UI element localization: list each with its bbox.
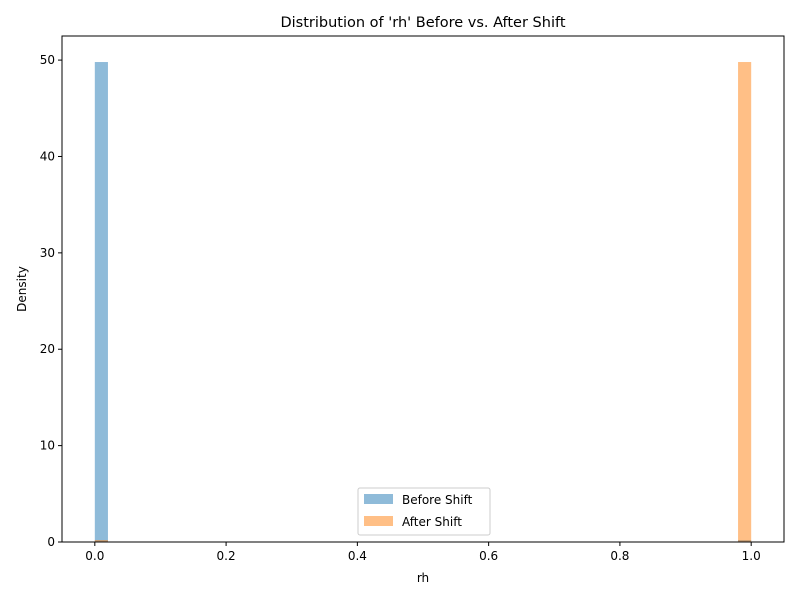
- x-tick-label: 0.0: [85, 549, 104, 563]
- chart-title: Distribution of 'rh' Before vs. After Sh…: [280, 15, 565, 31]
- histogram-bar-series-1-bin-0: [94, 540, 108, 542]
- legend: Before Shift After Shift: [357, 487, 491, 536]
- x-tick-label: 0.2: [217, 549, 236, 563]
- x-tick-label: 0.6: [479, 549, 498, 563]
- y-tick-label: 10: [40, 439, 55, 453]
- y-axis-label: Density: [15, 266, 29, 312]
- y-tick-label: 40: [40, 149, 55, 163]
- histogram-bar-series-0-bin-0: [94, 62, 108, 542]
- y-axis-ticks: 0 10 20 30 40 50: [40, 53, 62, 549]
- bars-layer: [94, 62, 752, 542]
- legend-label-after-shift: After Shift: [402, 515, 462, 529]
- x-axis-ticks: 0.0 0.2 0.4 0.6 0.8 1.0: [85, 542, 761, 563]
- legend-label-before-shift: Before Shift: [402, 493, 473, 507]
- y-tick-label: 20: [40, 342, 55, 356]
- y-tick-label: 50: [40, 53, 55, 67]
- plot-frame: [61, 35, 785, 543]
- x-tick-label: 1.0: [742, 549, 761, 563]
- histogram-bar-series-1-bin-1: [738, 62, 752, 542]
- x-tick-label: 0.4: [348, 549, 367, 563]
- legend-swatch-before-shift: [364, 494, 393, 504]
- x-tick-label: 0.8: [610, 549, 629, 563]
- legend-swatch-after-shift: [364, 516, 393, 526]
- y-tick-label: 0: [47, 535, 55, 549]
- x-axis-label: rh: [417, 571, 429, 585]
- y-tick-label: 30: [40, 246, 55, 260]
